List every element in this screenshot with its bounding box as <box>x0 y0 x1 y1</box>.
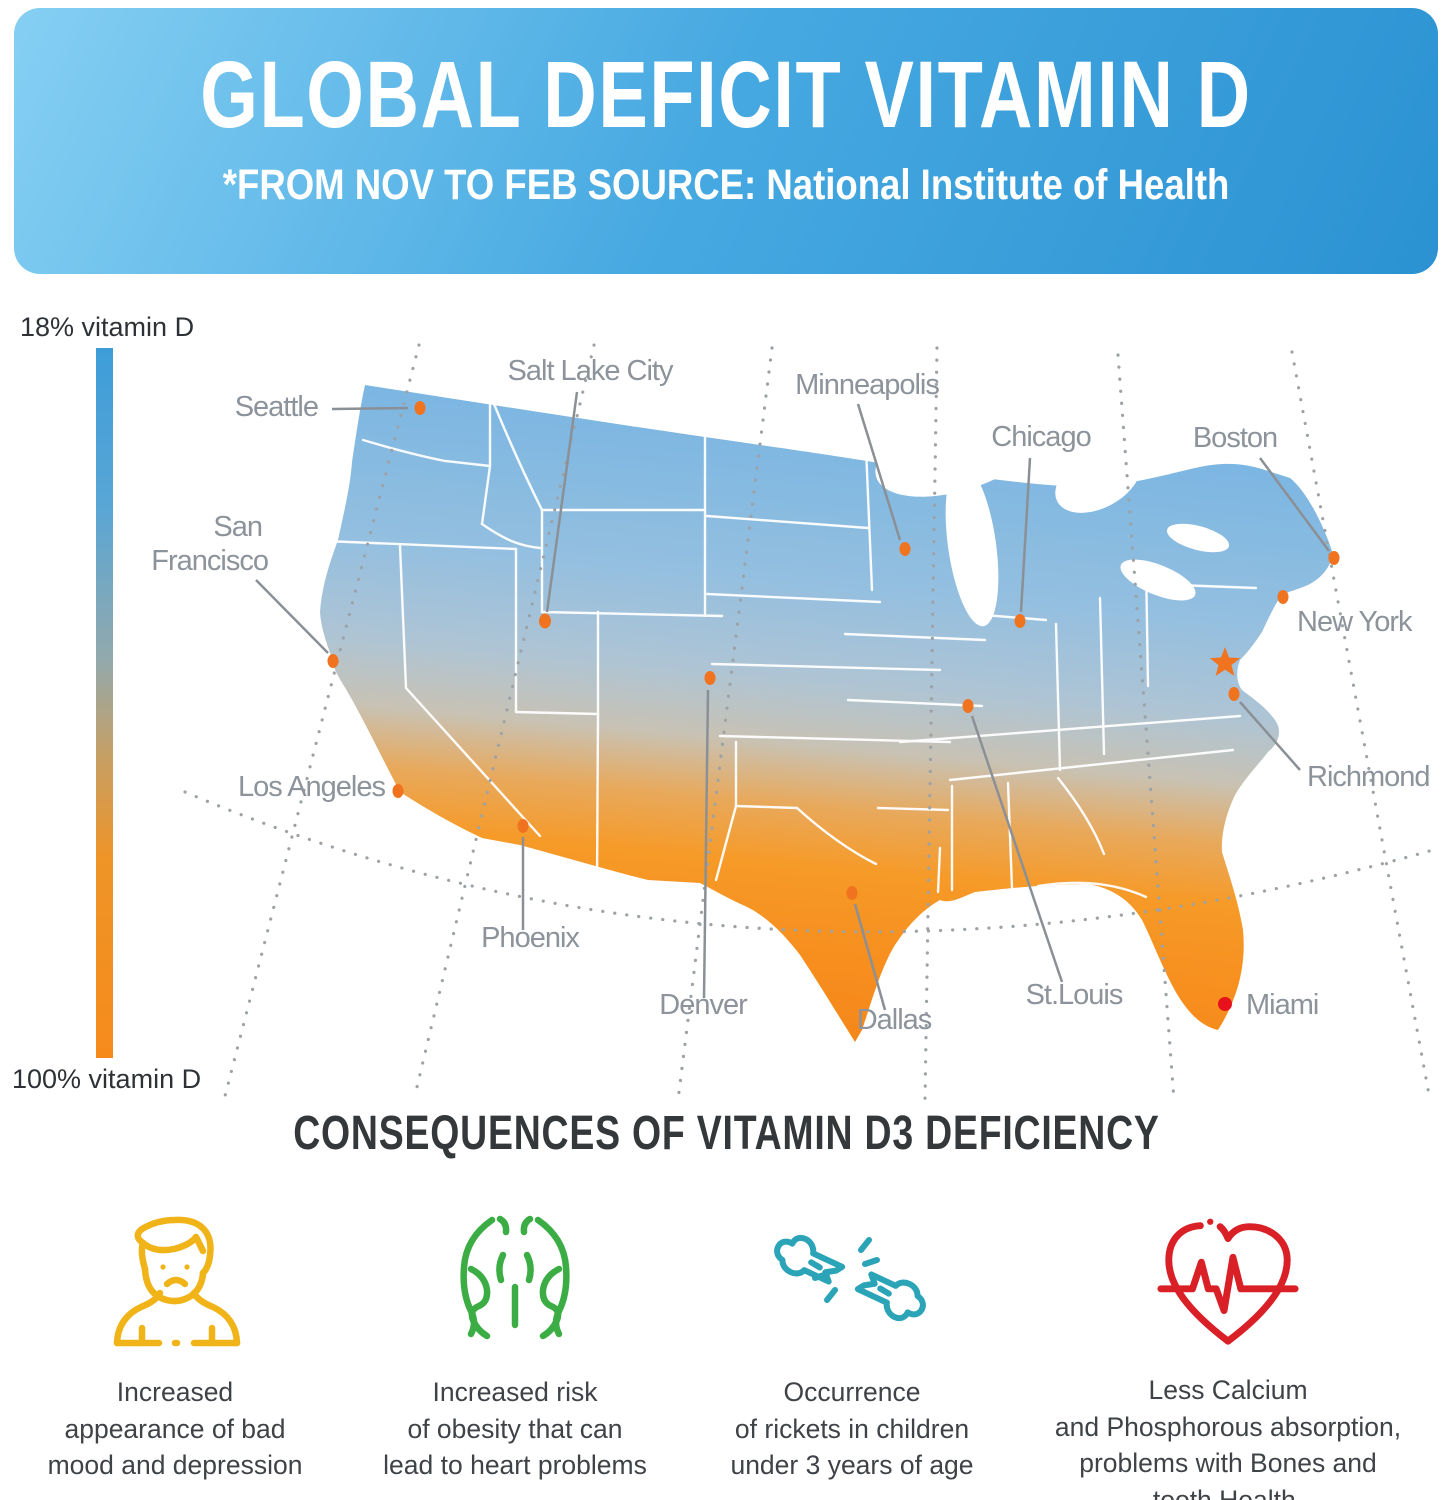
caption-line: mood and depression <box>47 1450 303 1480</box>
great-lakes <box>875 403 1230 627</box>
city-label-salt-lake-city: Salt Lake City <box>508 355 674 387</box>
city-label-st-louis: St.Louis <box>1026 979 1123 1011</box>
caption-line: under 3 years of age <box>730 1450 974 1480</box>
consequences-heading: CONSEQUENCES OF VITAMIN D3 DEFICIENCY <box>292 1107 1160 1160</box>
broken-bone-icon <box>765 1202 935 1357</box>
leader-lines <box>255 391 1331 1011</box>
legend-max-label: 18% vitamin D <box>20 312 195 342</box>
us-vitamin-d-map: Seattle Salt Lake City Minneapolis Chica… <box>0 330 1452 1110</box>
caption-line: and Phosphorous absorption, <box>1054 1411 1402 1442</box>
legend-min-label: 100% vitamin D <box>12 1064 202 1094</box>
city-labels: Seattle Salt Lake City Minneapolis Chica… <box>151 355 1430 1036</box>
page-subtitle: *FROM NOV TO FEB SOURCE: National Instit… <box>222 161 1230 209</box>
caption-line: Increased risk <box>432 1377 598 1407</box>
caption-line: of rickets in children <box>734 1413 970 1444</box>
chicago-dot <box>1014 614 1026 628</box>
denver-dot <box>704 671 716 685</box>
city-label-san-francisco-1: San <box>213 511 262 543</box>
caption-obesity: Increased risk of obesity that can lead … <box>345 1374 685 1484</box>
city-label-minneapolis: Minneapolis <box>795 369 939 401</box>
miami-dot <box>1218 997 1232 1011</box>
caption-mood: Increased appearance of bad mood and dep… <box>15 1374 335 1484</box>
new-york-dot <box>1277 590 1289 604</box>
caption-rickets: Occurrence of rickets in children under … <box>682 1374 1022 1484</box>
dallas-dot <box>846 886 858 900</box>
heart-pulse-icon <box>1148 1203 1308 1358</box>
city-label-dallas: Dallas <box>857 1004 932 1036</box>
obese-back-icon <box>440 1205 590 1360</box>
caption-calcium: Less Calcium and Phosphorous absorption,… <box>1012 1372 1444 1500</box>
map-svg: Seattle Salt Lake City Minneapolis Chica… <box>151 343 1442 1102</box>
caption-line: lead to heart problems <box>383 1450 647 1480</box>
phoenix-dot <box>517 819 529 833</box>
header-banner: GLOBAL DEFICIT VITAMIN D *FROM NOV TO FE… <box>14 8 1438 274</box>
city-label-denver: Denver <box>659 989 748 1021</box>
seattle-dot <box>414 401 426 415</box>
caption-line: tooth Health. <box>1152 1484 1304 1500</box>
boston-dot <box>1328 551 1340 565</box>
us-landmass <box>320 385 1333 1042</box>
st-louis-dot <box>962 699 974 713</box>
los-angeles-dot <box>392 784 404 798</box>
city-dots <box>327 401 1340 900</box>
city-label-miami: Miami <box>1246 989 1318 1021</box>
page-title: GLOBAL DEFICIT VITAMIN D <box>200 42 1252 148</box>
graticule-lines <box>183 343 1442 1102</box>
city-label-los-angeles: Los Angeles <box>238 771 386 803</box>
city-label-boston: Boston <box>1193 422 1277 454</box>
salt-lake-city-dot <box>539 613 551 629</box>
washington-dc-star <box>1209 647 1241 676</box>
caption-line: Increased <box>116 1377 234 1407</box>
richmond-dot <box>1228 687 1240 701</box>
sad-person-icon <box>97 1206 247 1361</box>
state-borders <box>323 396 1258 899</box>
san-francisco-dot <box>327 654 339 668</box>
city-label-seattle: Seattle <box>235 391 318 423</box>
legend-gradient-bar <box>96 348 113 1058</box>
caption-line: of obesity that can <box>407 1413 623 1444</box>
city-label-new-york: New York <box>1297 606 1413 638</box>
city-label-phoenix: Phoenix <box>481 922 580 954</box>
caption-line: appearance of bad <box>64 1413 286 1444</box>
city-label-san-francisco-2: Francisco <box>151 545 268 577</box>
caption-line: problems with Bones and <box>1079 1448 1377 1478</box>
caption-line: Occurrence <box>783 1377 921 1407</box>
caption-line: Less Calcium <box>1148 1375 1308 1405</box>
minneapolis-dot <box>899 542 911 556</box>
city-label-chicago: Chicago <box>991 421 1090 453</box>
city-label-richmond: Richmond <box>1307 761 1430 793</box>
